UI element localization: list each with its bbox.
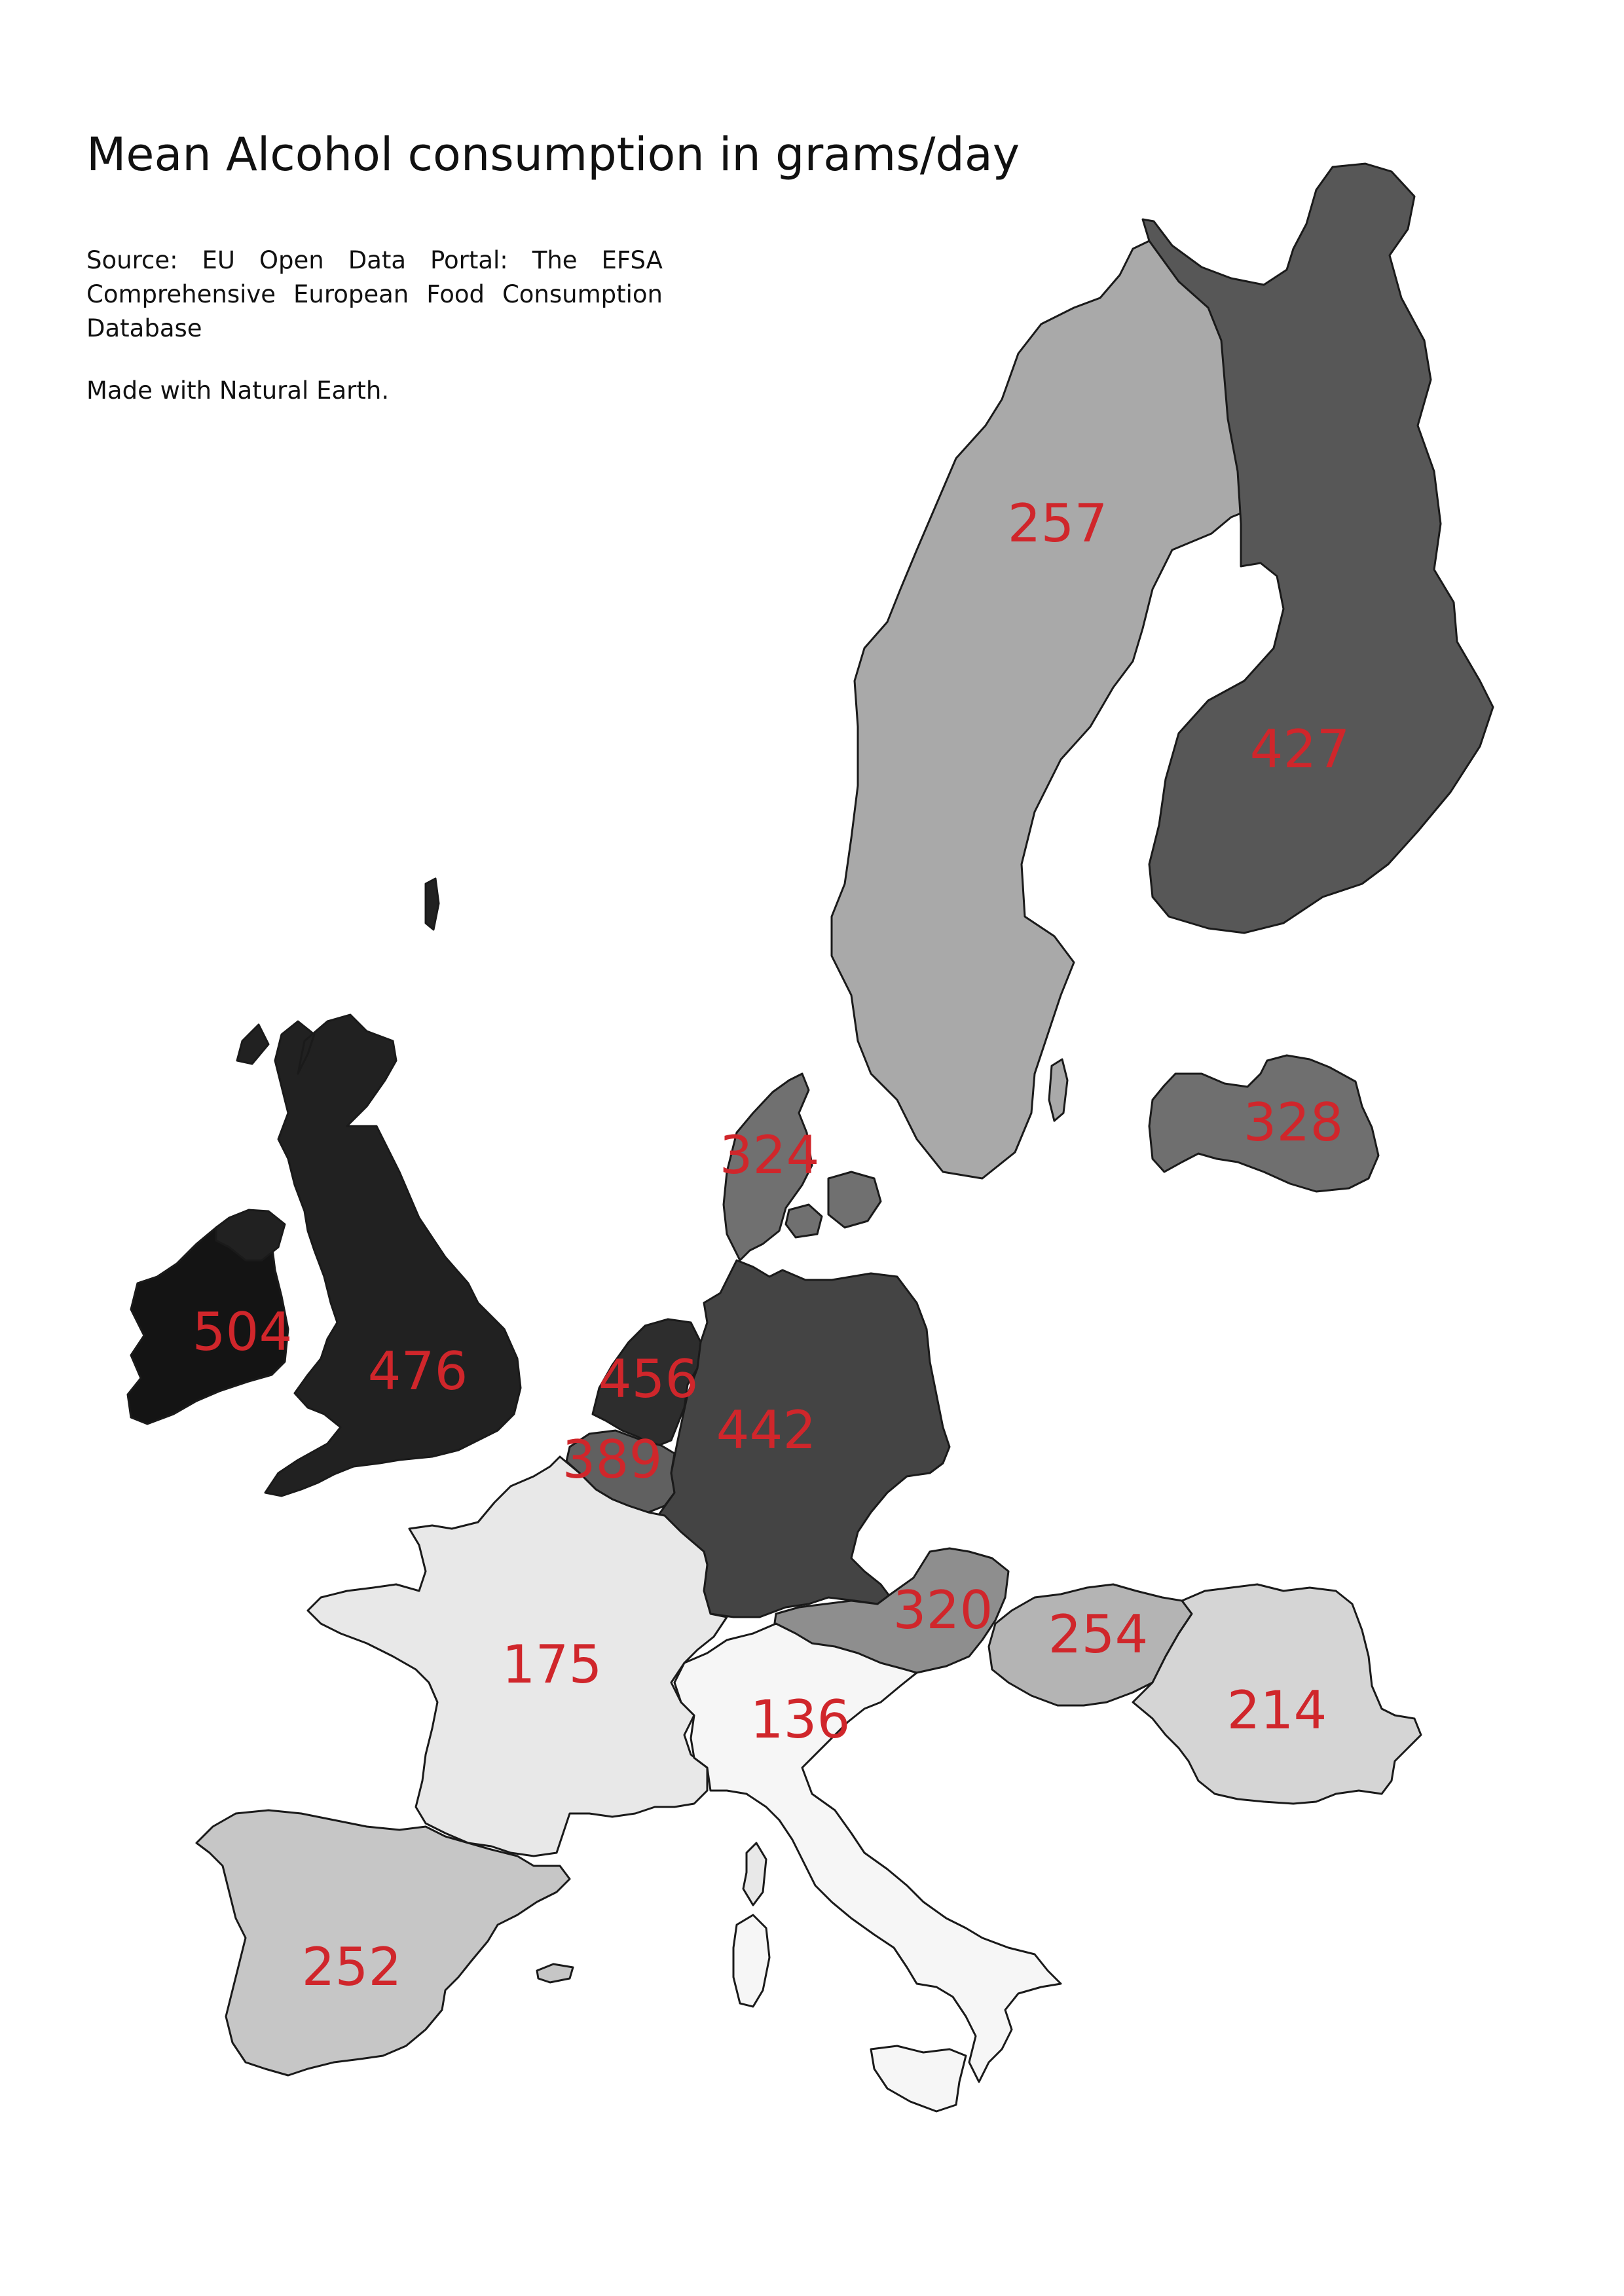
- value-label-spain: 252: [302, 1937, 402, 1997]
- source-note: Source: EU Open Data Portal: The EFSA Co…: [86, 246, 663, 342]
- country-denmark: [722, 1072, 882, 1262]
- shape-gotland: [1048, 1058, 1069, 1122]
- shape-netherlands: [591, 1318, 702, 1448]
- value-label-germany: 442: [716, 1400, 817, 1461]
- shape-france: [306, 1455, 728, 1857]
- value-label-united-kingdom: 476: [368, 1341, 468, 1402]
- shape-northern-ireland: [215, 1209, 286, 1262]
- value-label-romania: 214: [1227, 1680, 1327, 1741]
- shape-funen: [784, 1203, 823, 1239]
- country-romania: [1132, 1583, 1422, 1805]
- country-france: [306, 1455, 767, 1906]
- value-label-denmark: 324: [720, 1125, 820, 1186]
- value-label-latvia: 328: [1244, 1092, 1344, 1153]
- shape-great-britain: [264, 1013, 522, 1497]
- value-label-sweden: 257: [1008, 493, 1108, 554]
- country-united-kingdom: [215, 877, 522, 1497]
- value-label-finland: 427: [1250, 719, 1350, 780]
- country-finland: [1141, 162, 1494, 934]
- shape-romania: [1132, 1583, 1422, 1805]
- value-label-ireland: 504: [193, 1302, 293, 1362]
- country-italy: [673, 1622, 1062, 2113]
- value-label-netherlands: 456: [599, 1349, 699, 1410]
- value-label-france: 175: [502, 1634, 602, 1695]
- map-title: Mean Alcohol consumption in grams/day: [86, 128, 1020, 181]
- value-label-belgium: 389: [563, 1429, 663, 1490]
- credit-note: Made with Natural Earth.: [86, 376, 390, 405]
- country-netherlands: [591, 1318, 702, 1448]
- shape-sweden: [830, 240, 1249, 1180]
- shape-jutland: [722, 1072, 813, 1262]
- country-spain: [195, 1809, 574, 2077]
- shape-balearic-islands: [536, 1963, 574, 1984]
- shape-corsica: [742, 1842, 767, 1906]
- shape-latvia: [1148, 1054, 1380, 1193]
- shape-sardinia: [732, 1914, 771, 2008]
- country-sweden: [830, 240, 1249, 1180]
- value-label-hungary: 254: [1048, 1604, 1149, 1665]
- shape-finland: [1141, 162, 1494, 934]
- shape-spain: [195, 1809, 571, 2077]
- shape-zealand: [827, 1171, 882, 1229]
- shape-italy: [673, 1622, 1062, 2083]
- shape-hebrides: [236, 1023, 270, 1065]
- country-latvia: [1148, 1054, 1380, 1193]
- shape-sicily: [870, 2045, 967, 2113]
- value-labels: 257 427 328 324 504 476 456 442 389 320 …: [193, 493, 1350, 1997]
- value-label-italy: 136: [750, 1689, 851, 1750]
- shape-shetland: [424, 877, 440, 931]
- value-label-austria: 320: [893, 1580, 993, 1641]
